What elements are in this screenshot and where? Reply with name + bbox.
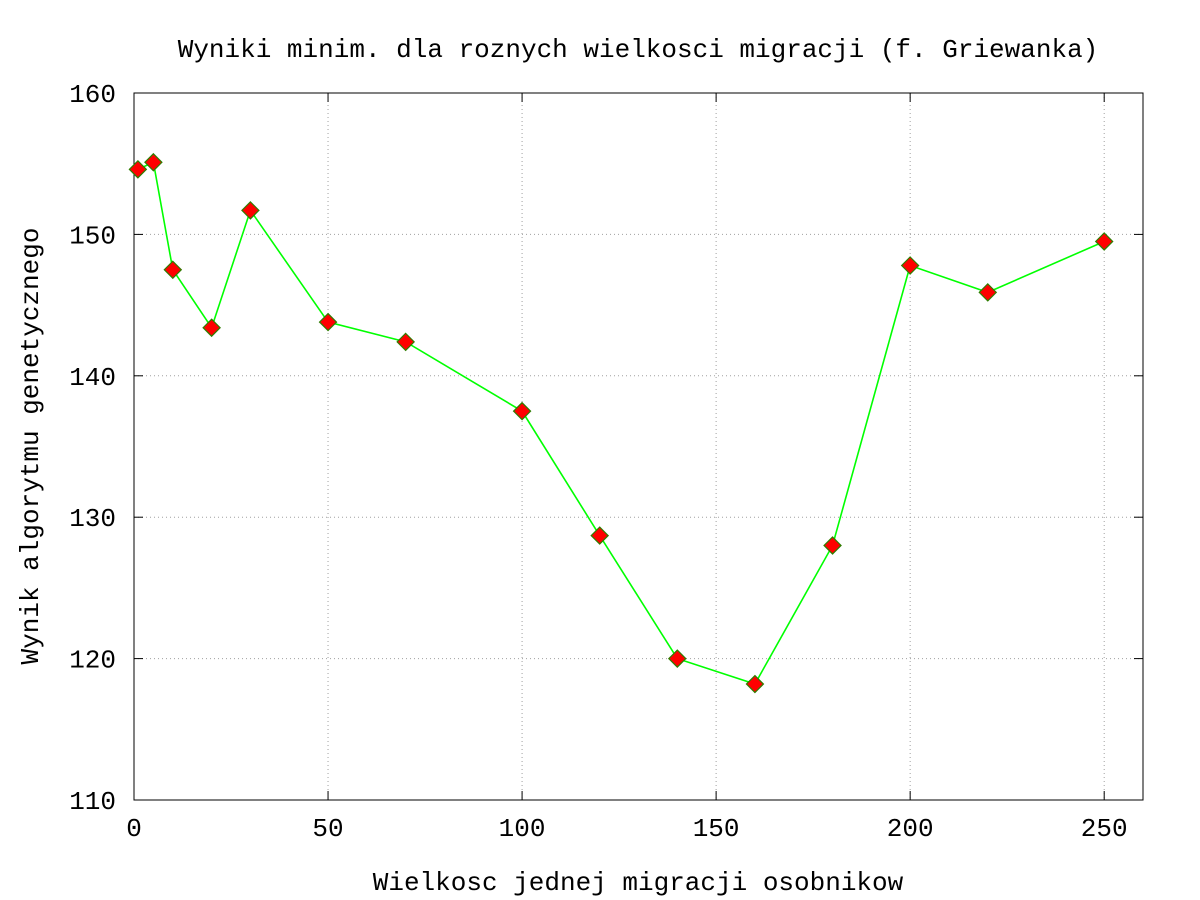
series-line bbox=[137, 161, 1105, 686]
x-tick-label: 0 bbox=[126, 814, 142, 844]
data-point bbox=[128, 160, 148, 179]
y-tick-label: 160 bbox=[69, 80, 116, 110]
data-point bbox=[144, 152, 163, 172]
y-tick-label: 140 bbox=[69, 363, 116, 393]
x-tick-label: 150 bbox=[693, 814, 740, 844]
ticks: 0 50 100 150 200 250 110 120 130 140 150 160 bbox=[69, 80, 1143, 844]
data-point bbox=[202, 318, 221, 338]
data-point bbox=[900, 256, 920, 275]
x-tick-label: 200 bbox=[887, 814, 934, 844]
data-point bbox=[318, 312, 338, 332]
data-point bbox=[396, 332, 416, 352]
data-point bbox=[512, 401, 532, 421]
y-axis-label: Wynik algorytmu genetycznego bbox=[16, 228, 46, 665]
chart-title: Wyniki minim. dla roznych wielkosci migr… bbox=[178, 35, 1099, 65]
y-tick-label: 130 bbox=[69, 504, 116, 534]
y-tick-label: 120 bbox=[69, 646, 116, 676]
y-tick-label: 110 bbox=[69, 787, 116, 817]
data-point bbox=[978, 283, 998, 302]
data-point bbox=[590, 526, 610, 545]
x-tick-label: 100 bbox=[499, 814, 546, 844]
data-point bbox=[667, 649, 687, 668]
data-point bbox=[163, 260, 183, 280]
grid bbox=[134, 93, 1143, 800]
data-point bbox=[745, 674, 765, 694]
x-tick-label: 250 bbox=[1081, 814, 1128, 844]
x-axis-label: Wielkosc jednej migracji osobnikow bbox=[373, 868, 904, 898]
data-point bbox=[1094, 232, 1114, 251]
series bbox=[128, 152, 1114, 694]
x-tick-label: 50 bbox=[312, 814, 343, 844]
plot-frame bbox=[133, 92, 1144, 801]
y-tick-label: 150 bbox=[69, 221, 116, 251]
data-point bbox=[823, 536, 842, 555]
data-point bbox=[241, 201, 260, 220]
